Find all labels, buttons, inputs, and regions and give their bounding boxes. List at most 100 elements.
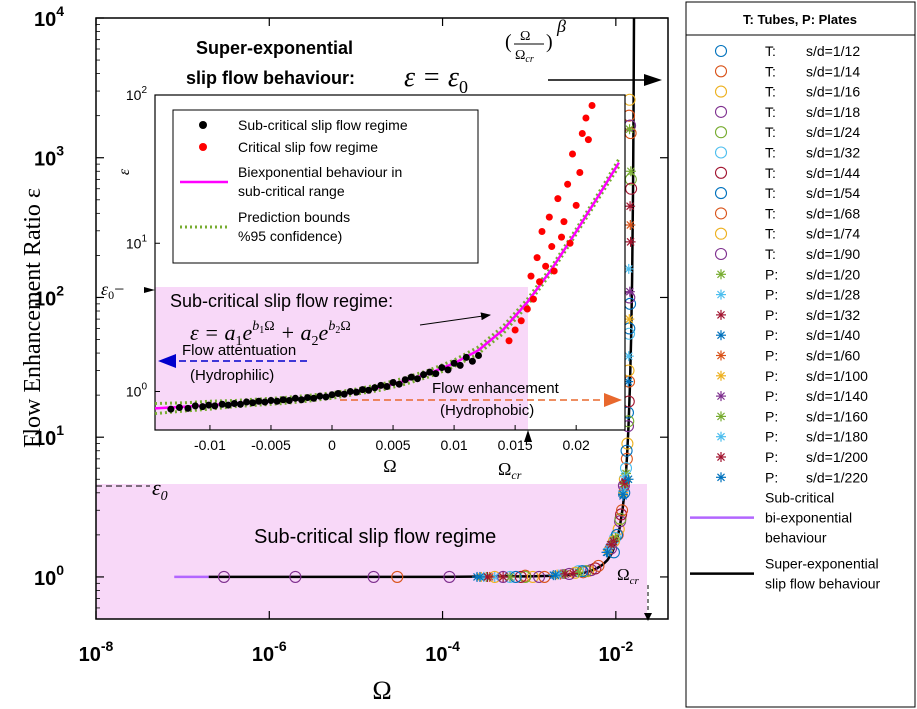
legend-line-label: behaviour (765, 530, 827, 546)
main-x-tick-label: 10-6 (252, 638, 287, 666)
legend-prefix: P: (765, 388, 778, 404)
legend-asterisk-marker (716, 391, 726, 402)
inset-subcritical-point (249, 399, 257, 407)
main-legend-item: T: s/d=1/16 (714, 84, 860, 100)
inset-critical-point (569, 150, 577, 158)
enhancement-label: Flow enhancement (432, 380, 560, 397)
legend-circle-marker (714, 126, 728, 139)
inset-subcritical-point (191, 402, 199, 410)
inset-critical-point (554, 195, 562, 203)
inset-subcritical-point (371, 384, 379, 392)
main-legend-item: P: s/d=1/32 (716, 307, 860, 323)
main-y-tick-label: 102 (34, 282, 64, 310)
legend-circle-marker (714, 65, 728, 78)
main-region-label: Sub-critical slip flow regime (254, 526, 496, 548)
inset-subcritical-point (218, 400, 226, 408)
legend-series-name: s/d=1/90 (806, 246, 860, 262)
inset-subcritical-point (395, 380, 403, 388)
inset-critical-point (558, 233, 566, 241)
inset-critical-point (578, 129, 586, 137)
inset-x-tick-label: 0.015 (498, 437, 533, 453)
main-asterisk-point (498, 571, 509, 582)
inset-subcritical-point (328, 391, 336, 399)
main-circle-point (514, 570, 527, 583)
legend-circle-marker (714, 85, 728, 98)
main-legend-item: T: s/d=1/54 (714, 185, 860, 201)
legend-asterisk-marker (716, 472, 726, 483)
main-circle-point (616, 504, 629, 517)
legend-asterisk-marker (716, 350, 726, 361)
main-legend-item: P: s/d=1/220 (716, 469, 868, 485)
inset-critical-point (566, 239, 574, 247)
inset-critical-point (560, 218, 568, 226)
main-x-axis-label: Ω (372, 676, 391, 705)
inset-subcritical-point (438, 364, 446, 372)
inset-legend-marker (199, 143, 207, 151)
main-asterisk-point (624, 286, 635, 297)
legend-prefix: P: (765, 368, 778, 384)
legend-asterisk-marker (716, 411, 726, 422)
legend-line-label: bi-exponential (765, 510, 852, 526)
inset-legend-label: sub-critical range (238, 183, 345, 199)
legend-series-name: s/d=1/100 (806, 368, 868, 384)
inset-subcritical-point (377, 381, 385, 389)
inset-critical-point (576, 169, 584, 177)
main-chart: 10-8 10-6 10-4 10-2 100 101 102 103 104 Sub-crit… (20, 3, 669, 705)
inset-subcritical-point (426, 368, 434, 376)
inset-subcritical-point (475, 351, 483, 359)
legend-circle-marker (714, 187, 728, 200)
main-circle-point (621, 437, 634, 450)
legend-prefix: T: (765, 63, 776, 79)
legend-circle-marker (714, 247, 728, 261)
main-asterisk-point (625, 166, 636, 177)
super-exp-den: Ωcr (515, 48, 534, 65)
main-legend-line-item: Super-exponential slip flow behaviour (690, 556, 881, 592)
inset-subcritical-point (450, 359, 458, 367)
main-legend-item: P: s/d=1/140 (716, 388, 868, 404)
inset-critical-point (533, 254, 541, 262)
main-asterisk-point (618, 489, 629, 500)
inset-subcritical-point (346, 388, 354, 396)
inset-subcritical-point (279, 396, 287, 404)
inset-x-tick-label: 0 (328, 437, 336, 453)
main-circle-point (519, 570, 532, 583)
inset-subcritical-point (365, 386, 373, 394)
legend-prefix: P: (765, 287, 778, 303)
main-circle-point (526, 570, 539, 583)
main-asterisk-point (623, 474, 634, 485)
inset-subcritical-point (316, 392, 324, 400)
main-y-tick-label: 103 (34, 143, 64, 171)
legend-circle-marker (714, 146, 728, 159)
inset-subcritical-point (407, 373, 415, 381)
legend-asterisk-marker (716, 431, 726, 442)
legend-series-name: s/d=1/40 (806, 327, 860, 343)
legend-prefix: P: (765, 307, 778, 323)
legend-prefix: T: (765, 84, 776, 100)
inset-subcritical-point (456, 361, 464, 369)
main-circle-point (592, 559, 605, 572)
eps0-main-label: ε0 (152, 475, 168, 504)
main-asterisk-point (625, 201, 636, 212)
hydrophobic-label: (Hydrophobic) (440, 402, 534, 419)
super-formula-paren-open: ( (505, 31, 512, 53)
inset-legend-label: Critical slip fow regime (238, 139, 378, 155)
legend-circle-marker (714, 166, 728, 179)
main-legend-title: T: Tubes, P: Plates (743, 12, 857, 27)
inset-critical-point (538, 228, 546, 236)
main-circle-point (614, 512, 627, 526)
main-asterisk-point (624, 314, 635, 325)
legend-series-name: s/d=1/32 (806, 145, 860, 161)
inset-y-tick-label: 100 (126, 382, 148, 400)
main-circle-point (620, 452, 633, 465)
main-asterisk-point (602, 547, 613, 558)
legend-circle-marker (714, 207, 728, 220)
inset-critical-point (527, 272, 535, 280)
legend-asterisk-marker (716, 309, 726, 320)
formula-pointer (419, 312, 491, 326)
inset-subcritical-point (352, 388, 360, 396)
inset-x-tick-label: 0.005 (376, 437, 411, 453)
inset-subcritical-point (383, 383, 391, 391)
inset-critical-point (550, 267, 558, 275)
super-formula: ε = ε0 (404, 62, 468, 97)
main-circle-point (443, 570, 456, 583)
